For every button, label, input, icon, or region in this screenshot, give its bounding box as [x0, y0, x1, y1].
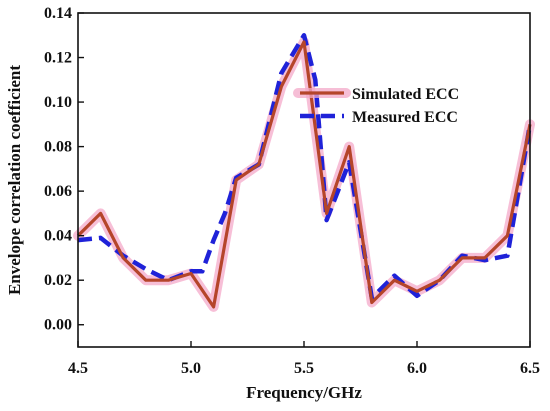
y-tick-label: 0.02	[44, 272, 72, 289]
x-axis-title: Frequency/GHz	[246, 383, 362, 402]
y-axis-title: Envelope correlation coefficient	[5, 65, 24, 295]
x-tick-label: 5.5	[294, 360, 314, 377]
y-tick-label: 0.00	[44, 317, 72, 334]
x-tick-label: 5.0	[181, 360, 201, 377]
x-tick-label: 6.5	[520, 360, 540, 377]
simulated-ecc-line	[76, 40, 532, 309]
legend: Simulated ECC Measured ECC	[293, 86, 459, 126]
y-tick-label: 0.12	[44, 50, 72, 67]
y-tick-label: 0.06	[44, 183, 72, 200]
y-tick-label: 0.04	[44, 228, 72, 245]
legend-simulated-label: Simulated ECC	[352, 86, 459, 103]
legend-measured-label: Measured ECC	[352, 109, 458, 126]
y-tick-label: 0.10	[44, 94, 72, 111]
y-tick-label: 0.08	[44, 139, 72, 156]
y-tick-label: 0.14	[44, 5, 72, 22]
x-tick-label: 6.0	[407, 360, 427, 377]
x-tick-label: 4.5	[68, 360, 88, 377]
